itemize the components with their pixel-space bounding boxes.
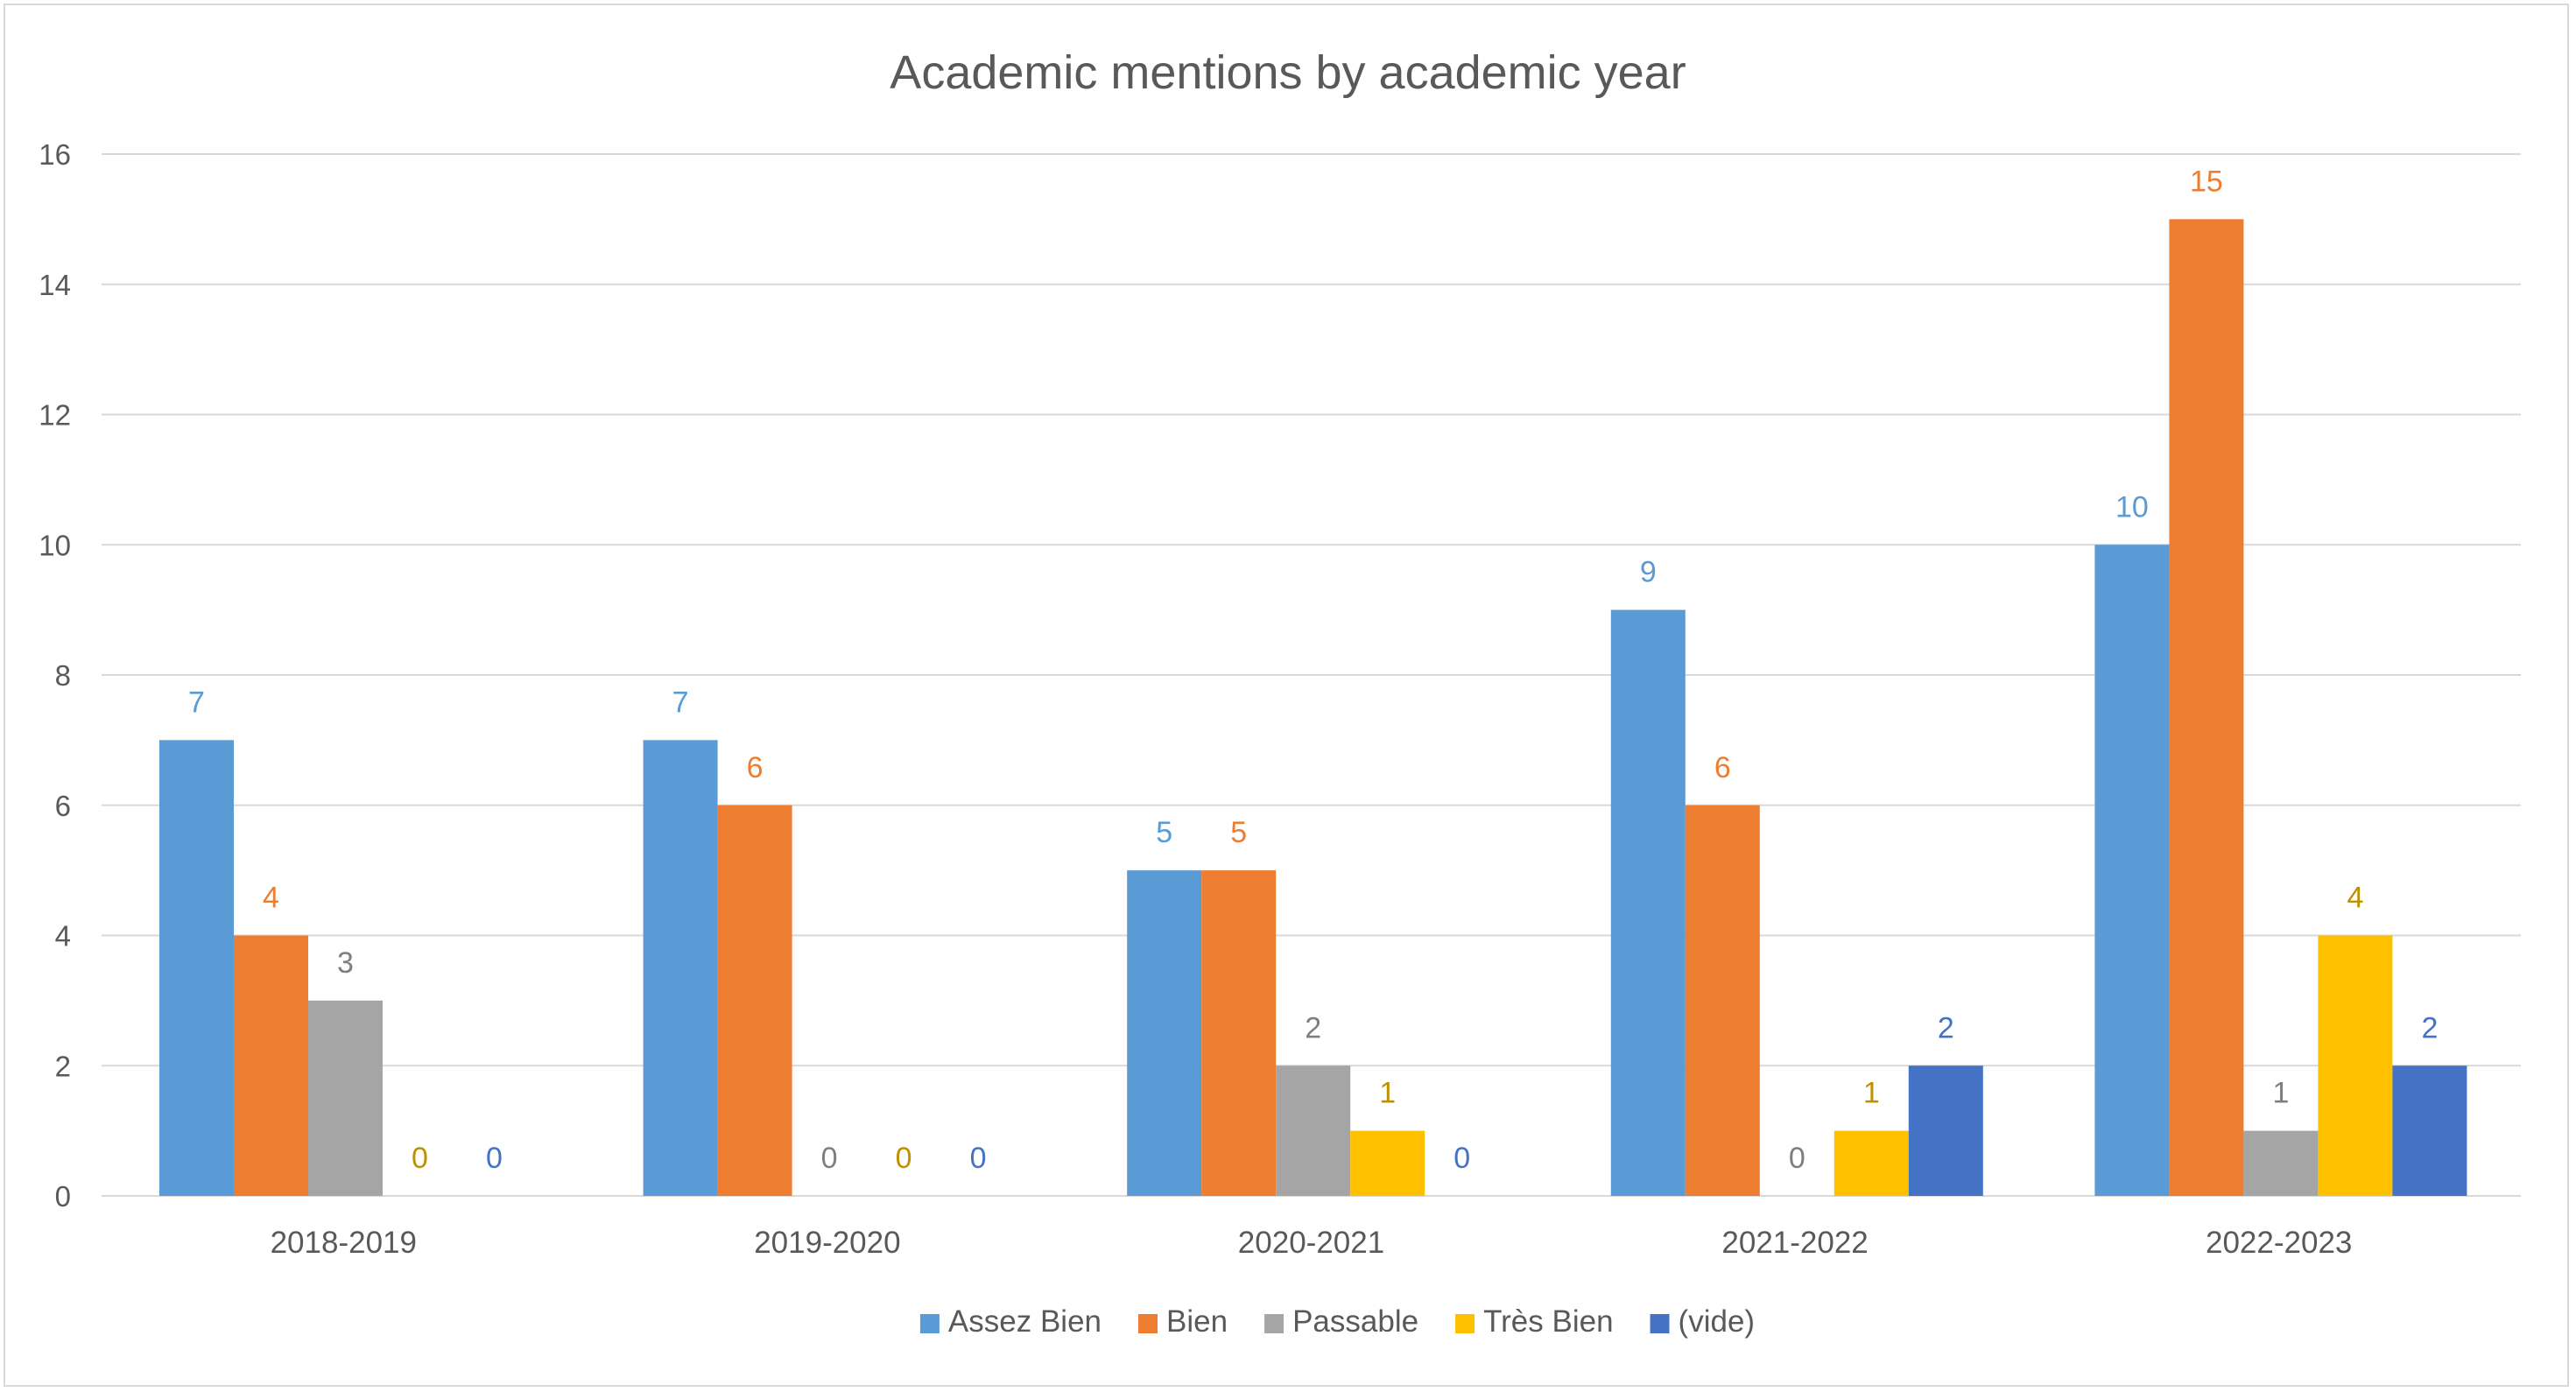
legend-item: Passable bbox=[1264, 1304, 1418, 1339]
bars bbox=[159, 219, 2467, 1196]
data-label: 15 bbox=[2190, 165, 2223, 198]
y-tick-label: 16 bbox=[39, 138, 71, 171]
gridlines bbox=[102, 153, 2521, 1197]
y-tick-label: 12 bbox=[39, 399, 71, 432]
x-axis-ticks: 2018-2019 2019-2020 2020-2021 2021-2022 2022… bbox=[271, 1226, 2353, 1260]
data-label: 6 bbox=[747, 751, 764, 784]
legend-label: Bien bbox=[1166, 1304, 1228, 1339]
data-label: 2 bbox=[2421, 1011, 2438, 1044]
data-label: 7 bbox=[188, 685, 205, 719]
bar-vide-2021-2022 bbox=[1908, 1065, 1983, 1196]
data-label: 5 bbox=[1156, 816, 1172, 849]
legend-swatch bbox=[1138, 1314, 1158, 1333]
legend-item: Assez Bien bbox=[919, 1304, 1101, 1339]
bar-bien-2022-2023 bbox=[2169, 219, 2244, 1196]
bar-tr-s-bien-2021-2022 bbox=[1833, 1130, 1909, 1196]
legend-label: Passable bbox=[1292, 1304, 1418, 1339]
x-tick-label: 2020-2021 bbox=[1238, 1226, 1384, 1260]
bar-assez-bien-2020-2021 bbox=[1127, 870, 1202, 1196]
data-label: 4 bbox=[263, 882, 279, 915]
data-label: 9 bbox=[1640, 556, 1657, 589]
data-label: 0 bbox=[896, 1142, 912, 1175]
y-tick-label: 14 bbox=[39, 269, 71, 301]
legend-swatch bbox=[1650, 1314, 1670, 1333]
bar-passable-2022-2023 bbox=[2243, 1130, 2319, 1196]
legend-label: (vide) bbox=[1679, 1304, 1756, 1339]
y-tick-label: 6 bbox=[55, 790, 71, 822]
x-tick-label: 2021-2022 bbox=[1721, 1226, 1868, 1260]
chart-area: Academic mentions by academic year 0 2 4 6 8… bbox=[4, 4, 2569, 1387]
x-tick-label: 2019-2020 bbox=[754, 1226, 900, 1260]
bar-assez-bien-2021-2022 bbox=[1610, 609, 1686, 1196]
bar-assez-bien-2022-2023 bbox=[2094, 545, 2170, 1196]
y-tick-label: 2 bbox=[55, 1050, 71, 1082]
bar-tr-s-bien-2022-2023 bbox=[2318, 935, 2393, 1196]
data-label: 0 bbox=[821, 1142, 838, 1175]
data-label: 0 bbox=[412, 1142, 428, 1175]
data-label: 0 bbox=[1453, 1142, 1470, 1175]
legend-item: Bien bbox=[1138, 1304, 1228, 1339]
data-label: 1 bbox=[2272, 1077, 2289, 1110]
bar-bien-2018-2019 bbox=[234, 935, 308, 1196]
data-label: 2 bbox=[1305, 1011, 1321, 1044]
bar-passable-2020-2021 bbox=[1276, 1065, 1351, 1196]
y-tick-label: 0 bbox=[55, 1180, 71, 1213]
y-tick-label: 4 bbox=[55, 920, 71, 953]
data-label: 3 bbox=[337, 946, 354, 980]
data-label: 10 bbox=[2115, 490, 2149, 524]
legend: Assez Bien Bien Passable Très Bien (vide) bbox=[919, 1304, 1756, 1339]
bar-bien-2021-2022 bbox=[1685, 805, 1760, 1196]
legend-swatch bbox=[1264, 1314, 1284, 1333]
x-tick-label: 2022-2023 bbox=[2206, 1226, 2352, 1260]
legend-label: Très Bien bbox=[1483, 1304, 1613, 1339]
y-tick-label: 10 bbox=[39, 529, 71, 561]
data-label: 1 bbox=[1379, 1077, 1396, 1110]
x-tick-label: 2018-2019 bbox=[271, 1226, 417, 1260]
bar-bien-2020-2021 bbox=[1201, 870, 1277, 1196]
legend-swatch bbox=[1455, 1314, 1475, 1333]
data-label: 1 bbox=[1863, 1077, 1880, 1110]
data-label: 4 bbox=[2347, 882, 2363, 915]
data-label: 0 bbox=[1789, 1142, 1805, 1175]
legend-item: (vide) bbox=[1650, 1304, 1756, 1339]
data-label: 6 bbox=[1714, 751, 1731, 784]
data-label: 5 bbox=[1230, 816, 1247, 849]
bar-passable-2018-2019 bbox=[308, 1000, 383, 1196]
legend-swatch bbox=[919, 1314, 940, 1333]
y-axis-ticks: 0 2 4 6 8 10 12 14 16 bbox=[39, 138, 71, 1213]
bar-bien-2019-2020 bbox=[717, 805, 792, 1196]
bar-assez-bien-2019-2020 bbox=[643, 740, 718, 1196]
chart-title: Academic mentions by academic year bbox=[890, 46, 1686, 99]
bar-vide-2022-2023 bbox=[2392, 1065, 2467, 1196]
data-label: 0 bbox=[486, 1142, 503, 1175]
bar-chart: Academic mentions by academic year 0 2 4 6 8… bbox=[39, 46, 2521, 1339]
data-label: 7 bbox=[672, 685, 689, 719]
legend-item: Très Bien bbox=[1455, 1304, 1614, 1339]
data-label: 2 bbox=[1938, 1011, 1954, 1044]
legend-label: Assez Bien bbox=[948, 1304, 1101, 1339]
data-label: 0 bbox=[970, 1142, 987, 1175]
bar-tr-s-bien-2020-2021 bbox=[1350, 1130, 1425, 1196]
bar-assez-bien-2018-2019 bbox=[159, 740, 234, 1196]
y-tick-label: 8 bbox=[55, 659, 71, 692]
